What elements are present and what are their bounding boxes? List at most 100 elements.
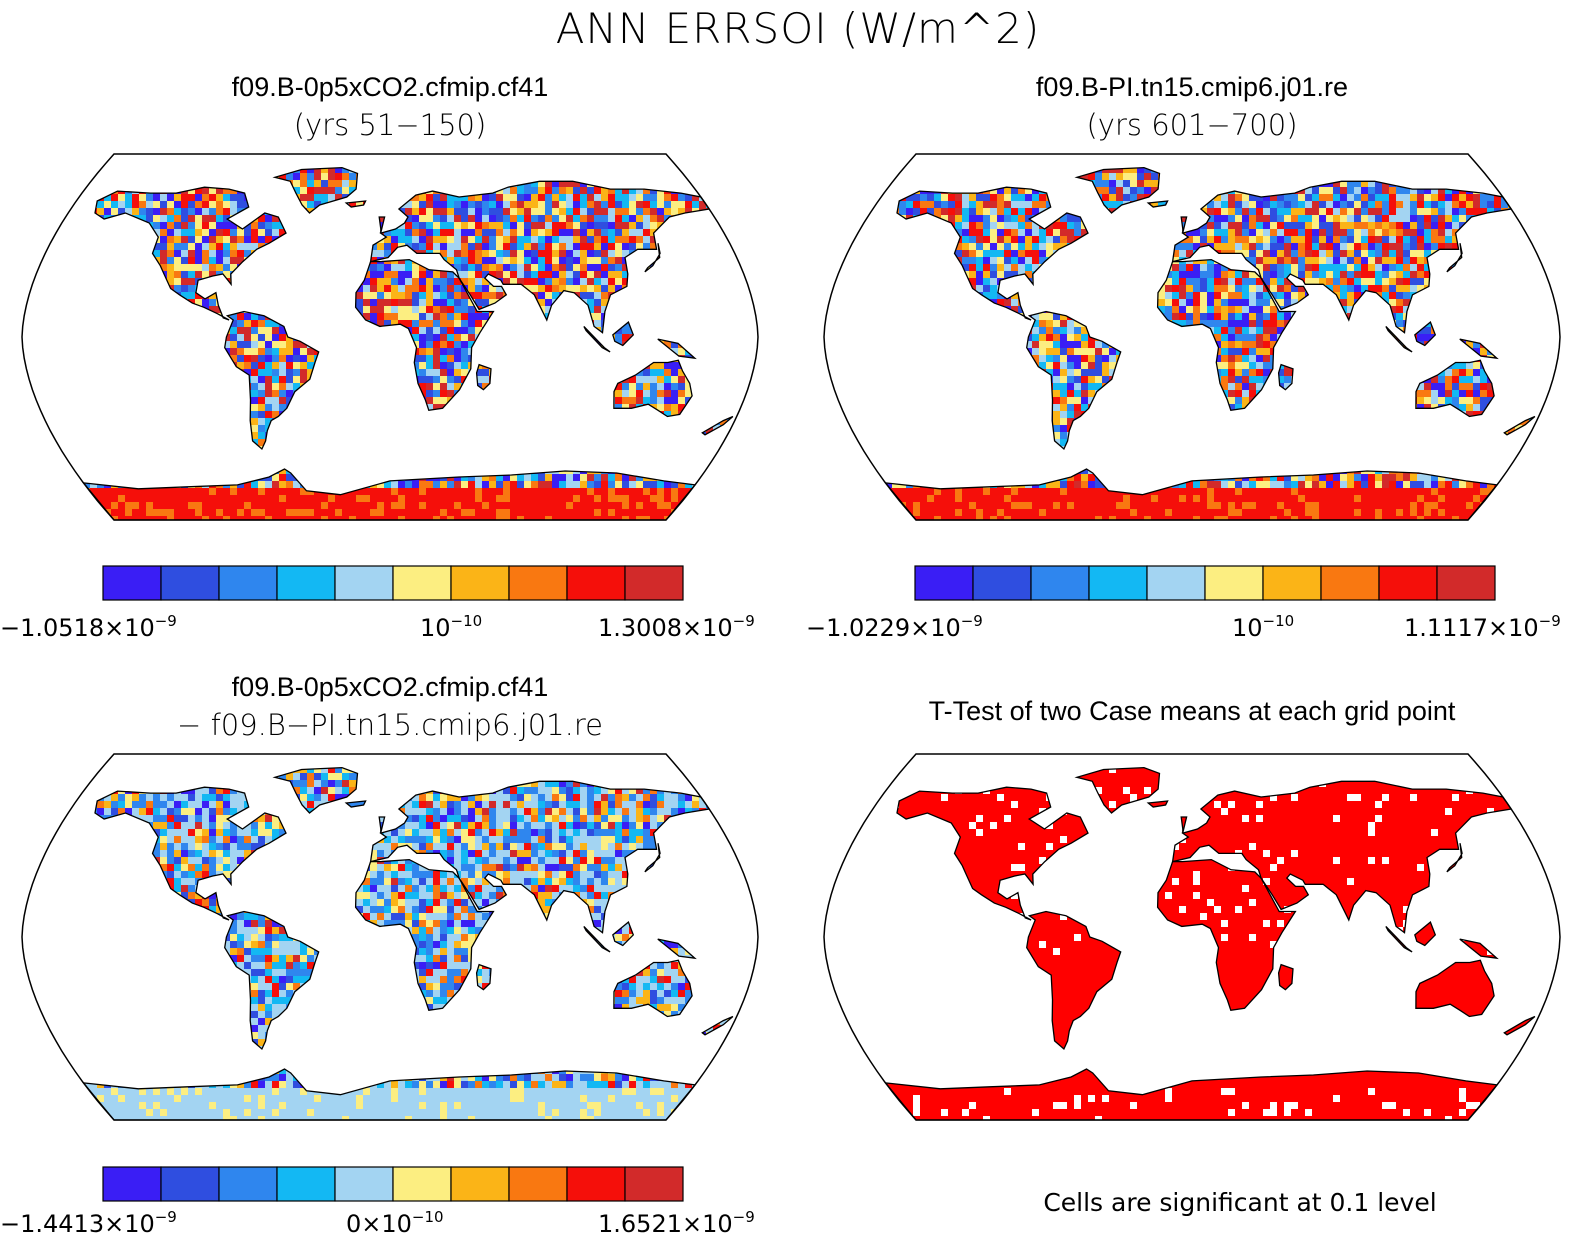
colorbar-swatch bbox=[276, 565, 336, 601]
coastline bbox=[344, 800, 367, 808]
colorbar-swatch bbox=[1030, 565, 1090, 601]
colorbar-swatch bbox=[1436, 565, 1496, 601]
colorbar-case2 bbox=[914, 565, 1496, 601]
land-field bbox=[885, 167, 1535, 520]
coastline bbox=[94, 786, 287, 921]
coastline bbox=[1503, 415, 1536, 436]
map-border bbox=[823, 753, 1561, 1121]
colorbar-swatch bbox=[392, 565, 452, 601]
coastline bbox=[369, 180, 711, 334]
colorbar-swatch bbox=[218, 565, 278, 601]
coastline bbox=[475, 963, 492, 991]
coastline bbox=[378, 816, 386, 834]
panel-3-title: f09.B-0p5xCO2.cfmip.cf41 bbox=[10, 672, 770, 703]
coastline bbox=[475, 363, 492, 391]
coastline bbox=[1446, 243, 1463, 273]
coastline bbox=[1171, 780, 1513, 934]
land-field bbox=[83, 167, 733, 520]
coastline bbox=[94, 186, 287, 321]
colorbar-swatch bbox=[508, 565, 568, 601]
colorbar-swatch bbox=[1088, 565, 1148, 601]
coastline bbox=[583, 925, 611, 953]
colorbar-difference bbox=[102, 1166, 684, 1202]
coastline bbox=[378, 216, 386, 234]
colorbar-swatch bbox=[508, 1166, 568, 1202]
coastline bbox=[1156, 258, 1297, 412]
significance-note: Cells are significant at 0.1 level bbox=[960, 1188, 1520, 1217]
coastline bbox=[613, 359, 693, 418]
map-ttest bbox=[823, 753, 1561, 1121]
coastline bbox=[1385, 325, 1413, 353]
colorbar-swatch bbox=[160, 565, 220, 601]
coastline bbox=[1277, 363, 1294, 391]
colorbar-3-max-label: 1.6521×10−9 bbox=[598, 1208, 755, 1238]
coastline bbox=[644, 243, 661, 273]
colorbar-swatch bbox=[334, 565, 394, 601]
coastline bbox=[272, 166, 359, 214]
coastline bbox=[1415, 959, 1495, 1018]
colorbar-swatch bbox=[1262, 565, 1322, 601]
coastline bbox=[1180, 816, 1188, 834]
colorbar-swatch bbox=[624, 565, 684, 601]
coastline bbox=[612, 921, 635, 947]
colorbar-2-min-label: −1.0229×10−9 bbox=[806, 612, 983, 642]
colorbar-3-mid-label: 0×10−10 bbox=[346, 1208, 444, 1238]
coastline bbox=[613, 959, 693, 1018]
map-difference bbox=[21, 753, 759, 1121]
colorbar-swatch bbox=[276, 1166, 336, 1202]
figure-title: ANN ERRSOI (W/m^2) bbox=[0, 4, 1596, 53]
panel-4-title: T-Test of two Case means at each grid po… bbox=[812, 696, 1572, 727]
colorbar-swatch bbox=[102, 565, 162, 601]
coastline bbox=[1156, 858, 1297, 1012]
colorbar-case1 bbox=[102, 565, 684, 601]
colorbar-3-min-label: −1.4413×10−9 bbox=[0, 1208, 177, 1238]
land-field bbox=[885, 767, 1535, 1120]
map-border bbox=[21, 153, 759, 521]
coastline bbox=[1074, 166, 1161, 214]
colorbar-swatch bbox=[1320, 565, 1380, 601]
coastline bbox=[1503, 1015, 1536, 1036]
coastline bbox=[1074, 766, 1161, 814]
coastline bbox=[224, 310, 320, 451]
colorbar-2-mid-label: 10−10 bbox=[1232, 612, 1294, 642]
colorbar-swatch bbox=[450, 565, 510, 601]
panel-3-subtitle: − f09.B−PI.tn15.cmip6.j01.re bbox=[10, 708, 770, 742]
colorbar-swatch bbox=[566, 565, 626, 601]
map-case2 bbox=[823, 153, 1561, 521]
colorbar-swatch bbox=[334, 1166, 394, 1202]
panel-2-title: f09.B-PI.tn15.cmip6.j01.re bbox=[812, 72, 1572, 103]
map-case1 bbox=[21, 153, 759, 521]
colorbar-swatch bbox=[1146, 565, 1206, 601]
coastline bbox=[354, 258, 495, 412]
coastline bbox=[1146, 800, 1169, 808]
coastline bbox=[1414, 321, 1437, 347]
coastline bbox=[896, 786, 1089, 921]
coastline bbox=[896, 186, 1089, 321]
coastline bbox=[1171, 180, 1513, 334]
coastline bbox=[272, 766, 359, 814]
coastline bbox=[644, 843, 661, 873]
coastline bbox=[701, 1015, 734, 1036]
coastline bbox=[657, 338, 697, 360]
coastline bbox=[1446, 843, 1463, 873]
coastline bbox=[1146, 200, 1169, 208]
coastline bbox=[701, 415, 734, 436]
coastline bbox=[1277, 963, 1294, 991]
coastline bbox=[1180, 216, 1188, 234]
coastline bbox=[1459, 338, 1499, 360]
colorbar-swatch bbox=[392, 1166, 452, 1202]
coastline bbox=[1385, 925, 1413, 953]
coastline bbox=[344, 200, 367, 208]
colorbar-1-max-label: 1.3008×10−9 bbox=[598, 612, 755, 642]
map-border bbox=[21, 753, 759, 1121]
map-border bbox=[823, 153, 1561, 521]
panel-2-subtitle: (yrs 601−700) bbox=[812, 108, 1572, 142]
coastline bbox=[1459, 938, 1499, 960]
land-field bbox=[83, 767, 733, 1120]
panel-1-subtitle: (yrs 51−150) bbox=[10, 108, 770, 142]
coastline bbox=[657, 938, 697, 960]
colorbar-swatch bbox=[450, 1166, 510, 1202]
colorbar-1-mid-label: 10−10 bbox=[420, 612, 482, 642]
coastline bbox=[1415, 359, 1495, 418]
coastline bbox=[1026, 910, 1122, 1051]
